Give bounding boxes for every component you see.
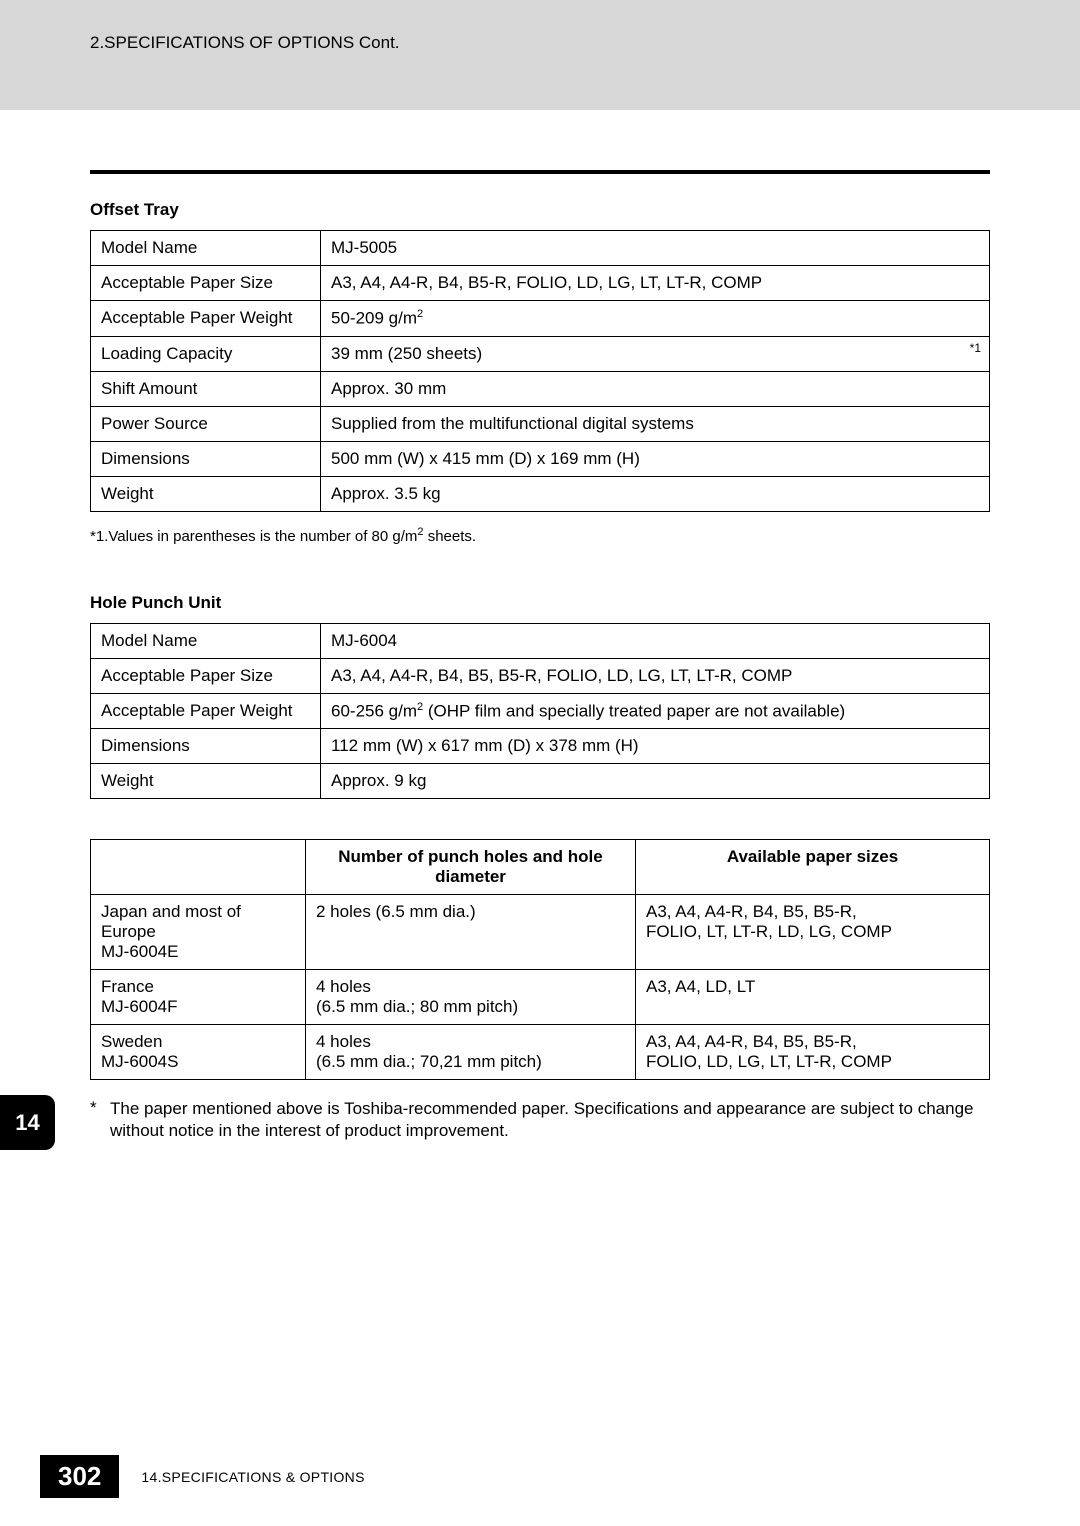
- note-text: The paper mentioned above is Toshiba-rec…: [110, 1098, 990, 1142]
- row-value: 500 mm (W) x 415 mm (D) x 169 mm (H): [321, 441, 990, 476]
- col1-header: Number of punch holes and hole diameter: [306, 840, 636, 895]
- table-row: WeightApprox. 9 kg: [91, 764, 990, 799]
- row-value: Approx. 3.5 kg: [321, 476, 990, 511]
- row-label: Acceptable Paper Size: [91, 266, 321, 301]
- row-label: Shift Amount: [91, 371, 321, 406]
- sizes-cell: A3, A4, A4-R, B4, B5, B5-R,FOLIO, LT, LT…: [636, 895, 990, 970]
- table-row: Power SourceSupplied from the multifunct…: [91, 406, 990, 441]
- table-row: Model NameMJ-5005: [91, 231, 990, 266]
- table-row: SwedenMJ-6004S 4 holes(6.5 mm dia.; 70,2…: [91, 1025, 990, 1080]
- row-label: Dimensions: [91, 729, 321, 764]
- holes-cell: 2 holes (6.5 mm dia.): [306, 895, 636, 970]
- row-label: Power Source: [91, 406, 321, 441]
- note-star: *: [90, 1098, 110, 1142]
- row-value: A3, A4, A4-R, B4, B5-R, FOLIO, LD, LG, L…: [321, 266, 990, 301]
- sizes-cell: A3, A4, LD, LT: [636, 970, 990, 1025]
- region-cell: FranceMJ-6004F: [91, 970, 306, 1025]
- sizes-cell: A3, A4, A4-R, B4, B5, B5-R,FOLIO, LD, LG…: [636, 1025, 990, 1080]
- page-footer: 302 14.SPECIFICATIONS & OPTIONS: [0, 1455, 365, 1498]
- row-value: Approx. 30 mm: [321, 371, 990, 406]
- page-number: 302: [40, 1455, 119, 1498]
- table-row: Dimensions112 mm (W) x 617 mm (D) x 378 …: [91, 729, 990, 764]
- hole-punch-table: Model NameMJ-6004 Acceptable Paper SizeA…: [90, 623, 990, 800]
- row-label: Acceptable Paper Weight: [91, 693, 321, 729]
- row-label: Acceptable Paper Weight: [91, 301, 321, 337]
- page-content: Offset Tray Model NameMJ-5005 Acceptable…: [0, 110, 1080, 1143]
- row-value: 60-256 g/m2 (OHP film and specially trea…: [321, 693, 990, 729]
- row-label: Dimensions: [91, 441, 321, 476]
- row-label: Acceptable Paper Size: [91, 658, 321, 693]
- offset-tray-table: Model NameMJ-5005 Acceptable Paper SizeA…: [90, 230, 990, 512]
- top-rule: [90, 170, 990, 174]
- row-value: Supplied from the multifunctional digita…: [321, 406, 990, 441]
- hole-punch-title: Hole Punch Unit: [90, 593, 990, 613]
- row-value: 50-209 g/m2: [321, 301, 990, 337]
- disclaimer-note: * The paper mentioned above is Toshiba-r…: [90, 1098, 990, 1142]
- table-row: Acceptable Paper Weight50-209 g/m2: [91, 301, 990, 337]
- punch-variants-table: Number of punch holes and hole diameter …: [90, 839, 990, 1080]
- table-row: Shift AmountApprox. 30 mm: [91, 371, 990, 406]
- holes-cell: 4 holes(6.5 mm dia.; 70,21 mm pitch): [306, 1025, 636, 1080]
- footer-section: 14.SPECIFICATIONS & OPTIONS: [141, 1469, 364, 1485]
- offset-tray-title: Offset Tray: [90, 200, 990, 220]
- row-value: 112 mm (W) x 617 mm (D) x 378 mm (H): [321, 729, 990, 764]
- header-section-title: 2.SPECIFICATIONS OF OPTIONS Cont.: [90, 33, 400, 52]
- row-value: A3, A4, A4-R, B4, B5, B5-R, FOLIO, LD, L…: [321, 658, 990, 693]
- table-row: FranceMJ-6004F 4 holes(6.5 mm dia.; 80 m…: [91, 970, 990, 1025]
- row-value: MJ-6004: [321, 623, 990, 658]
- table-row: Acceptable Paper SizeA3, A4, A4-R, B4, B…: [91, 658, 990, 693]
- table-header-row: Number of punch holes and hole diameter …: [91, 840, 990, 895]
- table-row: Model NameMJ-6004: [91, 623, 990, 658]
- table-row: Acceptable Paper Weight60-256 g/m2 (OHP …: [91, 693, 990, 729]
- table-row: Japan and most of EuropeMJ-6004E 2 holes…: [91, 895, 990, 970]
- region-cell: SwedenMJ-6004S: [91, 1025, 306, 1080]
- header-band: 2.SPECIFICATIONS OF OPTIONS Cont.: [0, 0, 1080, 110]
- holes-cell: 4 holes(6.5 mm dia.; 80 mm pitch): [306, 970, 636, 1025]
- row-value: MJ-5005: [321, 231, 990, 266]
- row-label: Model Name: [91, 231, 321, 266]
- table-row: Dimensions500 mm (W) x 415 mm (D) x 169 …: [91, 441, 990, 476]
- row-label: Weight: [91, 764, 321, 799]
- table-row: Loading Capacity39 mm (250 sheets)*1: [91, 336, 990, 371]
- region-cell: Japan and most of EuropeMJ-6004E: [91, 895, 306, 970]
- row-label: Model Name: [91, 623, 321, 658]
- offset-tray-footnote: *1.Values in parentheses is the number o…: [90, 526, 990, 545]
- footnote-marker: *1: [970, 341, 981, 355]
- row-value: Approx. 9 kg: [321, 764, 990, 799]
- row-label: Loading Capacity: [91, 336, 321, 371]
- table-row: Acceptable Paper SizeA3, A4, A4-R, B4, B…: [91, 266, 990, 301]
- chapter-tab: 14: [0, 1095, 55, 1150]
- row-value: 39 mm (250 sheets)*1: [321, 336, 990, 371]
- col2-header: Available paper sizes: [636, 840, 990, 895]
- empty-header: [91, 840, 306, 895]
- table-row: WeightApprox. 3.5 kg: [91, 476, 990, 511]
- row-label: Weight: [91, 476, 321, 511]
